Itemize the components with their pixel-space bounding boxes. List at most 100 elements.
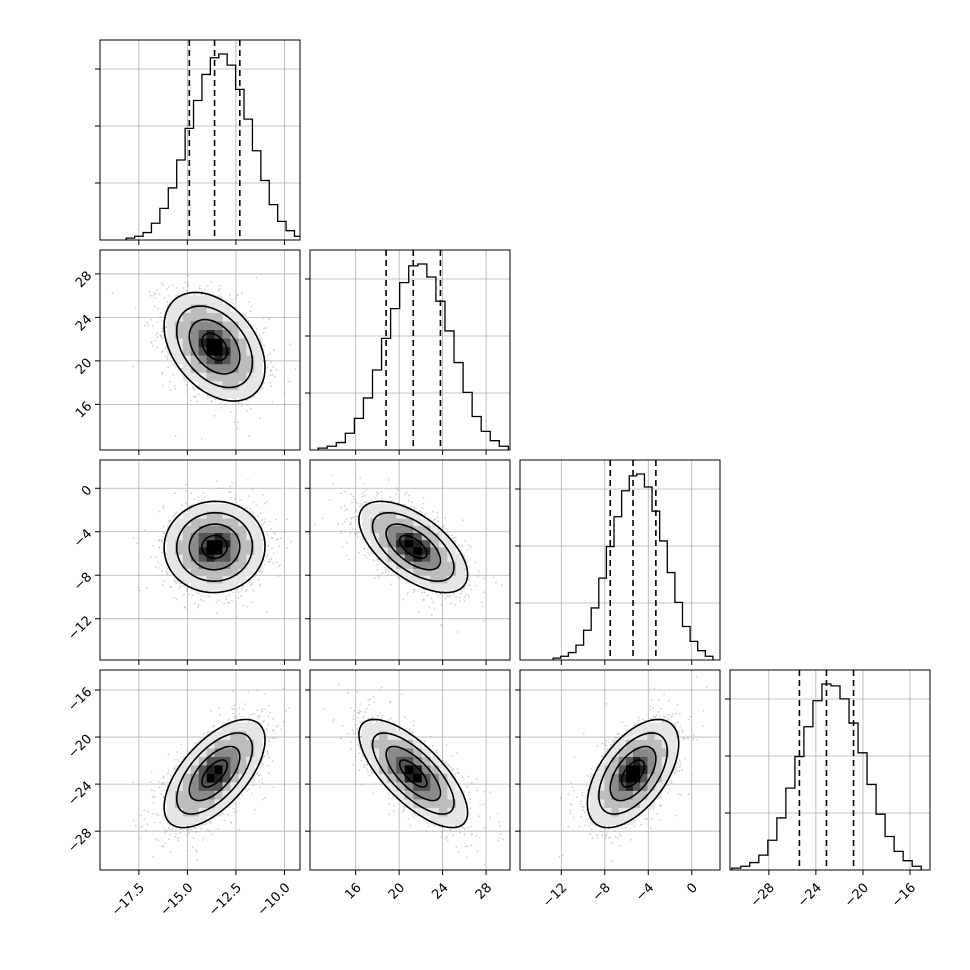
density-cell [413, 547, 423, 555]
density-cell [174, 329, 184, 339]
sample-point [248, 435, 250, 438]
density-cell [230, 575, 239, 584]
sample-point [178, 586, 181, 589]
sample-point [268, 318, 270, 320]
density-cell [206, 511, 215, 519]
sample-point [255, 276, 258, 279]
density-cell [456, 575, 465, 584]
density-cell [198, 568, 207, 577]
density-cell [246, 329, 255, 339]
sample-point [345, 554, 348, 557]
sample-point [235, 616, 238, 619]
sample-point [236, 427, 239, 430]
sample-point [421, 507, 424, 510]
sample-point [154, 339, 157, 342]
sample-point [255, 327, 258, 330]
density-cell [206, 321, 215, 330]
sample-point [259, 786, 261, 789]
sample-point [231, 707, 234, 710]
density-cell [182, 363, 192, 373]
sample-point [271, 536, 273, 539]
density-cell [190, 295, 200, 305]
density-cell [421, 582, 431, 591]
sample-point [215, 612, 218, 614]
sample-point [175, 286, 178, 289]
density-cell [396, 561, 406, 569]
sample-point [358, 551, 360, 554]
sample-point [263, 327, 265, 330]
sample-point [229, 592, 232, 595]
sample-point [197, 496, 200, 499]
sample-point [236, 810, 238, 813]
sample-point [185, 289, 187, 292]
sample-point [467, 594, 470, 597]
sample-point [406, 594, 408, 596]
sample-point [217, 599, 220, 602]
sample-point [376, 568, 379, 571]
sample-point [229, 497, 232, 499]
density-cell [174, 539, 184, 548]
density-cell [430, 561, 440, 569]
sample-point [150, 341, 153, 344]
sample-point [440, 624, 442, 627]
density-cell [230, 312, 239, 322]
sample-point [272, 786, 275, 789]
sample-point [215, 480, 218, 483]
sample-point [228, 601, 231, 604]
sample-point [237, 421, 239, 424]
sample-point [430, 614, 433, 617]
sample-point [232, 298, 235, 301]
sample-point [174, 492, 177, 494]
sample-point [483, 577, 486, 580]
sample-point [157, 307, 160, 310]
sample-point [250, 601, 253, 604]
sample-point [270, 558, 272, 560]
sample-point [356, 515, 359, 518]
sample-point [165, 326, 168, 329]
density-cell [430, 547, 440, 555]
sample-point [192, 387, 195, 389]
sample-point [263, 502, 266, 505]
sample-point [172, 374, 175, 376]
sample-point [431, 510, 434, 513]
density-cell [238, 389, 247, 399]
sample-point [467, 584, 470, 586]
density-cell [167, 539, 176, 548]
sample-point [261, 798, 264, 801]
sample-point [245, 588, 248, 591]
density-cell [182, 568, 192, 577]
density-cell [447, 547, 457, 555]
sample-point [264, 517, 267, 520]
sample-point [186, 590, 189, 592]
sample-point [474, 561, 477, 564]
density-cell [230, 329, 239, 339]
sample-point [384, 567, 387, 569]
density-cell [362, 518, 371, 526]
diagonal-panel-2 [305, 249, 511, 455]
sample-point [169, 585, 172, 588]
density-cell [198, 582, 207, 591]
sample-point [339, 530, 342, 532]
sample-point [444, 597, 447, 600]
sample-point [195, 591, 198, 594]
sample-point [423, 599, 425, 601]
sample-point [349, 523, 352, 525]
sample-point [279, 564, 282, 566]
sample-point [283, 392, 286, 395]
density-cell [447, 568, 457, 577]
sample-point [229, 821, 232, 824]
density-cell [222, 532, 231, 541]
density-cell [421, 518, 431, 526]
sample-point [196, 400, 199, 403]
sample-point [247, 325, 249, 328]
density-cell [198, 338, 207, 348]
sample-point [204, 495, 207, 498]
sample-point [343, 520, 346, 523]
density-cell [222, 312, 231, 322]
sample-point [372, 559, 375, 562]
sample-point [185, 483, 187, 486]
sample-point [188, 509, 191, 512]
diagonal-panel-1 [95, 39, 301, 245]
sample-point [139, 837, 142, 840]
density-cell [230, 525, 239, 533]
